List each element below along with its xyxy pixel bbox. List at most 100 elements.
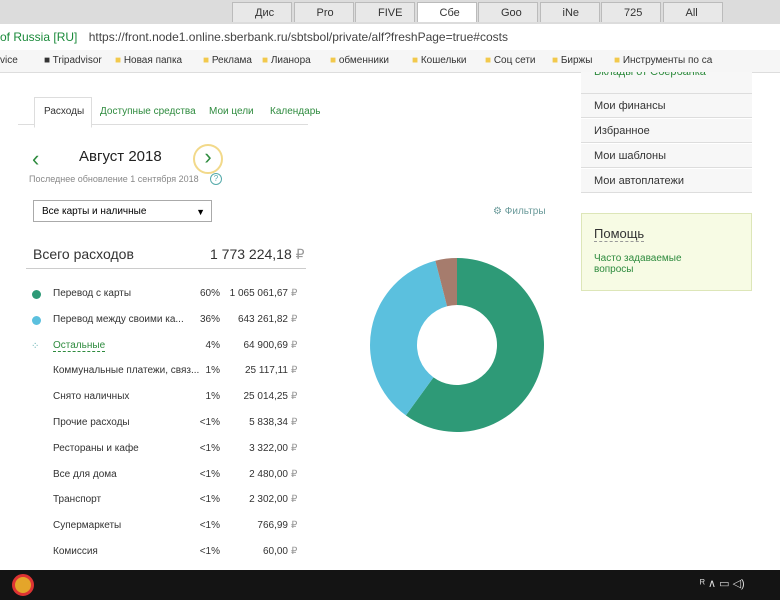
browser-tab[interactable]: Дис	[232, 2, 292, 22]
help-box: Помощь Часто задаваемые вопросы	[581, 213, 752, 291]
item-name: Перевод между своими ка...	[53, 313, 184, 325]
active-tab-box	[34, 97, 92, 128]
bookmark[interactable]: vice	[0, 50, 18, 72]
browser-tab[interactable]: FIVE	[355, 2, 415, 22]
help-icon[interactable]: ?	[210, 173, 222, 185]
address-bar: of Russia [RU] https://front.node1.onlin…	[0, 24, 780, 51]
item-percent: 1%	[205, 391, 220, 403]
filters[interactable]: ⚙ Фильтры	[493, 206, 546, 217]
help-link[interactable]: Часто задаваемые вопросы	[594, 253, 682, 275]
help-title: Помощь	[594, 226, 645, 242]
bookmark[interactable]: ■ Биржы	[552, 55, 593, 66]
donut-segment	[370, 260, 448, 416]
item-name: Комиссия	[53, 546, 98, 557]
page-tab[interactable]: Расходы	[44, 106, 85, 117]
item-percent: <1%	[199, 520, 220, 532]
bookmark-text: Кошельки	[420, 55, 467, 66]
item-percent: <1%	[199, 546, 220, 557]
bookmark[interactable]: ■ Реклама	[203, 55, 252, 66]
item-amount: 3 322,00	[249, 442, 288, 454]
item-name[interactable]: Остальные	[53, 339, 106, 352]
item-name: Все для дома	[53, 468, 117, 480]
page-tab[interactable]: Доступные средства	[100, 106, 196, 117]
donut-segment	[435, 258, 457, 307]
item-currency: ₽	[291, 417, 298, 428]
item-currency: ₽	[291, 520, 298, 532]
bookmark[interactable]: ■ обменники	[330, 55, 389, 66]
filters-text: Фильтры	[504, 206, 546, 217]
sidebar-item[interactable]: Мои шаблоны	[581, 144, 752, 168]
browser-tab[interactable]: Сбе	[416, 2, 477, 22]
item-name: Коммунальные платежи, связ...	[53, 365, 200, 377]
url[interactable]: https://front.node1.online.sberbank.ru/s…	[88, 30, 508, 44]
card-select[interactable]: Все карты и наличные ▼	[33, 200, 212, 222]
bookmark-text: Новая папка	[123, 55, 183, 66]
browser-tab[interactable]: All	[662, 2, 723, 22]
next-arrow[interactable]: ›	[193, 144, 223, 174]
item-currency: ₽	[291, 442, 298, 454]
legend-dot	[32, 315, 41, 325]
tab-strip: Дис Pro FIVE Сбе Goo iNe 725 All	[0, 0, 780, 24]
bookmark[interactable]: ■ Tripadvisor	[44, 55, 102, 66]
bookmark-text: Реклама	[211, 55, 252, 66]
sidebar-item[interactable]: Вклады от Сбербанка	[581, 72, 752, 94]
bookmark-text: Инструменты по са	[622, 55, 713, 66]
bookmark[interactable]: ■ Кошельки	[412, 55, 467, 66]
bookmarks-bar: vice ■ Tripadvisor ■ Новая папка ■ Реклама ■…	[0, 50, 780, 73]
tabs-underline	[18, 124, 308, 125]
taskbar: ᴿ ∧ ▭ ◁)	[0, 570, 780, 600]
item-percent: 36%	[199, 313, 220, 325]
item-currency: ₽	[291, 288, 298, 299]
sidebar-item[interactable]: Мои финансы	[581, 94, 752, 118]
legend-dot	[32, 290, 41, 299]
item-percent: <1%	[199, 417, 220, 428]
item-currency: ₽	[291, 391, 298, 403]
donut-segment	[405, 258, 544, 432]
bookmark[interactable]: ■ Лианора	[262, 55, 311, 66]
page-tab[interactable]: Календарь	[270, 106, 321, 117]
item-name: Снято наличных	[53, 391, 130, 403]
bookmark-text: Tripadvisor	[52, 55, 102, 66]
item-percent: <1%	[199, 468, 220, 480]
item-currency: ₽	[291, 313, 298, 325]
browser-tab[interactable]: Goo	[478, 2, 538, 22]
item-amount: 64 900,69	[243, 339, 289, 351]
item-percent: 4%	[205, 339, 220, 351]
bookmark[interactable]: ■ Новая папка	[115, 55, 183, 66]
item-percent: 60%	[199, 288, 220, 299]
item-currency: ₽	[291, 468, 298, 480]
browser-tab[interactable]: iNe	[539, 2, 600, 22]
total-amount: 1 773 224,18	[210, 246, 292, 262]
site-identity: of Russia [RU]	[0, 30, 78, 44]
bookmark[interactable]: ■ Инструменты по са	[614, 55, 713, 66]
item-name: Прочие расходы	[53, 417, 130, 428]
item-amount: 1 065 061,67	[229, 288, 288, 299]
bookmark-text: vice	[0, 55, 18, 66]
prev-arrow[interactable]: ‹	[32, 146, 40, 171]
tray: ᴿ ∧ ▭ ◁)	[700, 578, 745, 590]
month: Август 2018	[79, 148, 162, 165]
browser-tab[interactable]: 725	[601, 2, 661, 22]
item-amount: 2 480,00	[249, 468, 288, 480]
browser-tab[interactable]: Pro	[293, 2, 354, 22]
item-amount: 25 117,11	[244, 365, 288, 377]
updated: Последнее обновление 1 сентября 2018	[29, 174, 199, 184]
bookmark-text: Лианора	[270, 55, 311, 66]
sidebar-item[interactable]: Избранное	[581, 119, 752, 143]
item-percent: <1%	[199, 494, 220, 506]
item-amount: 2 302,00	[249, 494, 288, 506]
divider	[26, 268, 306, 269]
item-name: Рестораны и кафе	[53, 442, 139, 454]
sidebar-item[interactable]: Мои автоплатежи	[581, 169, 752, 193]
bookmark-text: Биржы	[560, 55, 593, 66]
total-label: Всего расходов	[33, 246, 134, 262]
chrome-icon[interactable]	[12, 574, 34, 596]
select-text: Все карты и наличные	[42, 206, 147, 217]
bookmark[interactable]: ■ Соц сети	[485, 55, 536, 66]
total: 1 773 224,18 ₽	[210, 246, 305, 263]
bookmark-text: Соц сети	[493, 55, 536, 66]
item-amount: 766,99	[257, 520, 288, 532]
page-tab[interactable]: Мои цели	[209, 106, 254, 117]
item-name: Транспорт	[53, 494, 102, 506]
